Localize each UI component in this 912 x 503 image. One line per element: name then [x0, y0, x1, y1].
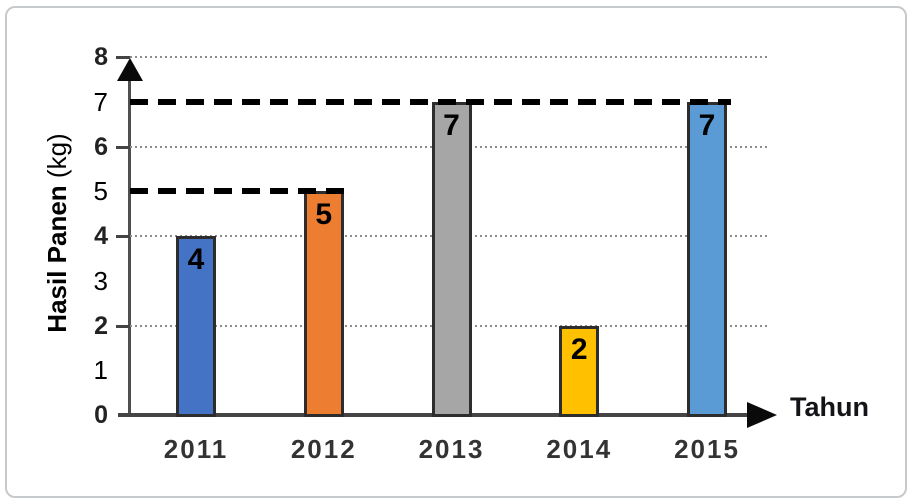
y-axis-line: [128, 62, 131, 417]
bar-2011: 4: [176, 236, 216, 417]
x-tick-label-2013: 2013: [418, 434, 485, 464]
y-tick-label-3: 3: [93, 265, 108, 296]
x-axis-arrow-icon: [747, 402, 777, 428]
bar-2015: 7: [687, 101, 727, 417]
y-tick-label-1: 1: [93, 355, 108, 386]
y-tick-mark-2: [116, 324, 130, 328]
bar-2014: 2: [559, 325, 600, 417]
bar-2013: 7: [431, 101, 472, 417]
y-tick-label-4: 4: [94, 222, 108, 250]
bar-2012: 5: [303, 191, 344, 417]
y-tick-label-6: 6: [94, 132, 108, 161]
x-axis-title: Tahun: [790, 392, 869, 422]
x-tick-label-2011: 2011: [163, 434, 229, 464]
x-tick-label-2014: 2014: [546, 434, 613, 464]
y-tick-label-7: 7: [93, 86, 108, 117]
y-axis-arrow-icon: [117, 58, 143, 81]
bar-value-label-2014: 2: [570, 332, 588, 366]
y-tick-mark-8: [116, 56, 130, 59]
y-tick-label-8: 8: [94, 43, 108, 71]
bar-value-label-2015: 7: [698, 108, 716, 142]
bar-value-label-2013: 7: [443, 108, 460, 142]
gridline-8: [130, 56, 770, 58]
bar-value-label-2011: 4: [187, 243, 205, 276]
y-tick-mark-4: [116, 235, 130, 238]
dashed-reference-line-7: [130, 98, 731, 105]
bar-value-label-2012: 5: [315, 198, 333, 232]
y-tick-mark-6: [116, 145, 130, 149]
x-tick-label-2015: 2015: [674, 434, 740, 464]
x-tick-label-2012: 2012: [290, 434, 357, 464]
y-tick-label-0: 0: [94, 401, 108, 429]
y-tick-label-2: 2: [94, 311, 108, 340]
y-tick-label-5: 5: [93, 176, 108, 207]
dashed-reference-line-5: [130, 188, 348, 195]
